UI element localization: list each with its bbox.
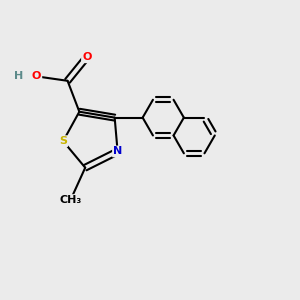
Text: N: N <box>113 146 122 157</box>
Text: H: H <box>14 71 24 81</box>
Text: CH₃: CH₃ <box>59 195 82 205</box>
Text: S: S <box>59 136 67 146</box>
Text: O: O <box>32 71 41 81</box>
Text: O: O <box>82 52 92 62</box>
